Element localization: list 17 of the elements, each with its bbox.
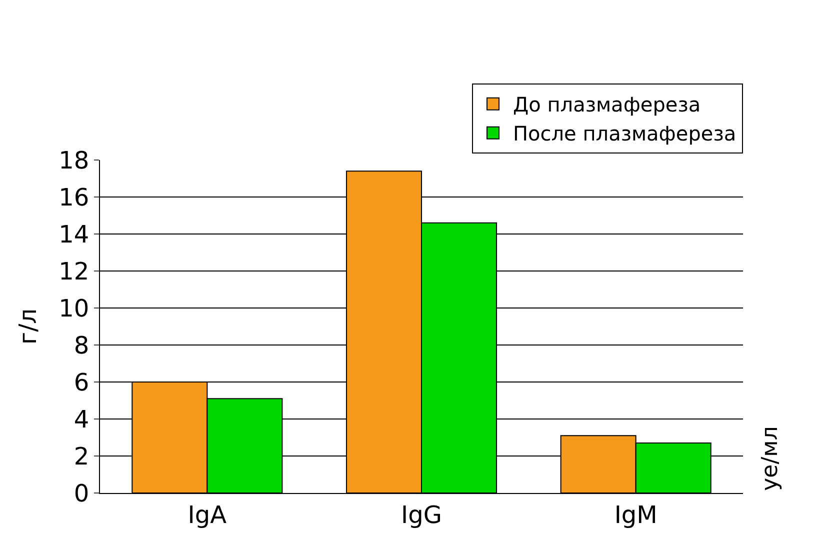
x-tick-label: IgM — [614, 500, 658, 529]
y-tick-label: 12 — [58, 257, 90, 286]
y-tick-label: 18 — [58, 146, 90, 174]
x-tick-label: IgG — [401, 500, 442, 529]
y-tick-label: 6 — [74, 368, 90, 396]
text: уе/мл — [758, 426, 783, 491]
y-tick-label: 14 — [58, 220, 90, 248]
x-tick-label: IgA — [188, 500, 228, 529]
legend-label: До плазмафереза — [513, 92, 701, 117]
y-tick-label: 16 — [58, 183, 90, 212]
y-axis-title: г/л — [14, 308, 42, 345]
y-tick-label: 2 — [74, 442, 90, 470]
legend-label: После плазмафереза — [513, 122, 736, 146]
y-tick-label: 8 — [74, 331, 90, 360]
y-tick-label: 0 — [74, 479, 90, 508]
y-tick-label: 10 — [58, 294, 90, 322]
y-tick-label: 4 — [74, 405, 90, 434]
